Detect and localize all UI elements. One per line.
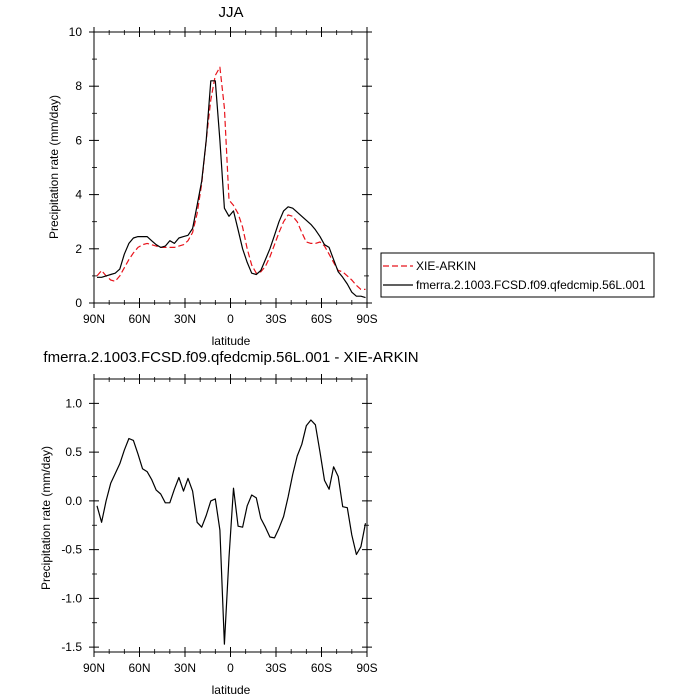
- legend: XIE-ARKIN fmerra.2.1003.FCSD.f09.qfedcmi…: [380, 252, 655, 298]
- bottom-x-tick-label: 60S: [311, 661, 332, 675]
- top-line-chart: JJA Precipitation rate (mm/day) latitude…: [47, 4, 655, 348]
- top-y-tick-label: 2: [75, 242, 82, 256]
- top-x-tick-label: 30N: [174, 312, 196, 326]
- top-y-tick-label: 6: [75, 133, 82, 147]
- top-x-tick-label: 90S: [356, 312, 377, 326]
- legend-box: [380, 252, 655, 298]
- bottom-y-tick-label: 0.5: [65, 445, 82, 459]
- top-x-tick-label: 30S: [265, 312, 286, 326]
- top-y-tick-label: 10: [69, 25, 83, 39]
- bottom-x-tick-label: 30S: [265, 661, 286, 675]
- top-x-tick-label: 60S: [311, 312, 332, 326]
- bottom-y-axis-label: Precipitation rate (mm/day): [39, 446, 53, 590]
- top-chart-title: JJA: [218, 4, 243, 21]
- bottom-series-line-0: [96, 419, 367, 645]
- top-x-axis-label: latitude: [212, 334, 251, 348]
- top-x-tick-label: 90N: [83, 312, 105, 326]
- legend-label-xie-arkin: XIE-ARKIN: [416, 259, 476, 273]
- top-x-tick-label: 60N: [128, 312, 150, 326]
- top-series-line-0: [96, 66, 366, 290]
- legend-label-model: fmerra.2.1003.FCSD.f09.qfedcmip.56L.001: [416, 278, 646, 292]
- bottom-x-tick-label: 90S: [356, 661, 377, 675]
- top-plot-frame: [93, 31, 368, 304]
- top-series-line-1: [97, 80, 366, 299]
- bottom-line-chart: fmerra.2.1003.FCSD.f09.qfedcmip.56L.001 …: [39, 349, 419, 697]
- bottom-y-tick-label: -1.0: [61, 591, 82, 605]
- top-y-tick-label: 4: [75, 188, 82, 202]
- bottom-x-tick-label: 90N: [83, 661, 105, 675]
- bottom-y-tick-label: -0.5: [61, 543, 82, 557]
- top-y-axis-label: Precipitation rate (mm/day): [47, 95, 61, 239]
- top-x-tick-label: 0: [227, 312, 234, 326]
- top-y-tick-label: 0: [75, 296, 82, 310]
- bottom-y-tick-label: 1.0: [65, 396, 82, 410]
- bottom-x-tick-label: 0: [227, 661, 234, 675]
- bottom-x-tick-label: 30N: [174, 661, 196, 675]
- bottom-x-axis-label: latitude: [212, 683, 251, 697]
- bottom-y-tick-label: 0.0: [65, 494, 82, 508]
- bottom-plot-frame: [93, 378, 368, 653]
- bottom-y-tick-label: -1.5: [61, 640, 82, 654]
- bottom-x-tick-label: 60N: [128, 661, 150, 675]
- bottom-chart-title: fmerra.2.1003.FCSD.f09.qfedcmip.56L.001 …: [43, 349, 418, 366]
- top-y-tick-label: 8: [75, 79, 82, 93]
